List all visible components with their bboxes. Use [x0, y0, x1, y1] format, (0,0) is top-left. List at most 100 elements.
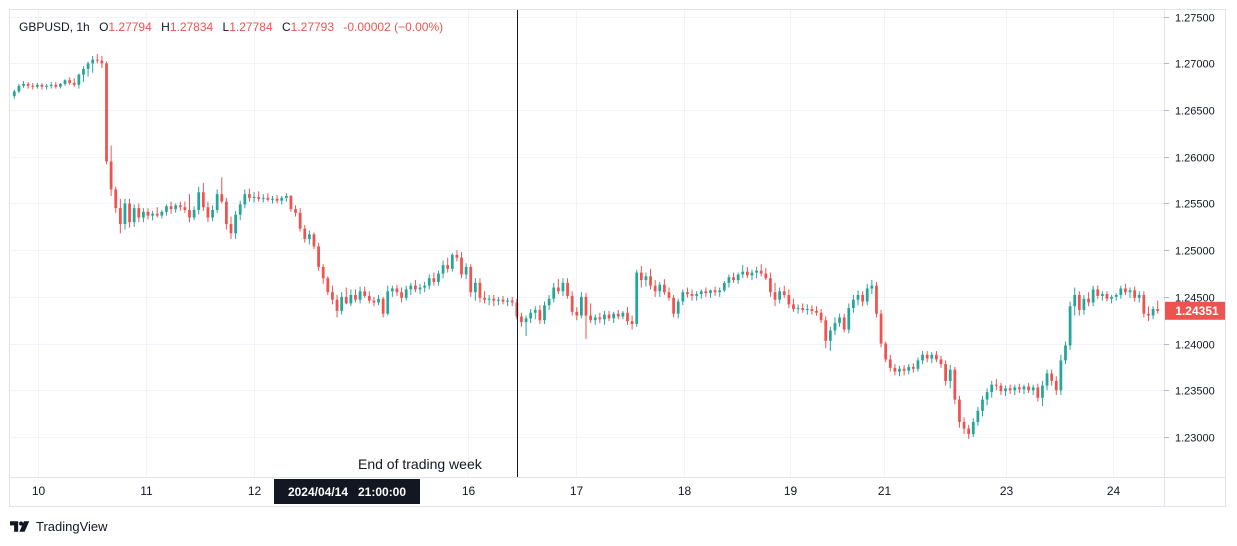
candle[interactable] [68, 77, 72, 85]
candle[interactable] [155, 207, 159, 218]
candle[interactable] [1091, 285, 1095, 307]
candle[interactable] [893, 364, 897, 376]
candle[interactable] [446, 257, 450, 273]
candle[interactable] [907, 364, 911, 375]
candle[interactable] [985, 388, 989, 406]
candle[interactable] [340, 292, 344, 315]
candle[interactable] [437, 270, 440, 286]
candle[interactable] [91, 55, 95, 73]
candle[interactable] [349, 289, 353, 307]
candle[interactable] [930, 351, 934, 364]
candle[interactable] [713, 286, 717, 296]
candle[interactable] [630, 315, 634, 330]
candle[interactable] [852, 295, 855, 313]
tradingview-brand[interactable]: TradingView [10, 519, 108, 534]
candle[interactable] [796, 304, 800, 314]
candle[interactable] [1045, 369, 1049, 391]
candle[interactable] [888, 354, 892, 372]
candle[interactable] [1087, 292, 1090, 307]
time-axis[interactable]: 10 11 12 16 17 18 19 21 23 24 [32, 484, 1121, 498]
candle[interactable] [77, 73, 81, 89]
candle[interactable] [847, 303, 851, 334]
candle[interactable] [307, 230, 311, 245]
candle[interactable] [473, 278, 477, 301]
candle[interactable] [201, 182, 205, 211]
candle[interactable] [819, 309, 823, 324]
candle[interactable] [953, 366, 957, 405]
candle[interactable] [35, 82, 39, 89]
candle[interactable] [838, 313, 841, 327]
candle[interactable] [1073, 287, 1077, 316]
candle[interactable] [1054, 376, 1058, 395]
candle[interactable] [298, 208, 302, 232]
candle[interactable] [1013, 384, 1017, 395]
candle[interactable] [22, 81, 25, 88]
candle[interactable] [174, 203, 178, 213]
candle[interactable] [1096, 285, 1100, 299]
candle[interactable] [764, 267, 768, 281]
candle[interactable] [727, 274, 731, 288]
candle[interactable] [289, 195, 293, 212]
candle[interactable] [699, 289, 703, 299]
candle[interactable] [118, 198, 122, 234]
candle[interactable] [1114, 293, 1118, 301]
candle[interactable] [884, 341, 888, 363]
symbol[interactable]: GBPUSD [19, 20, 70, 34]
candle[interactable] [414, 280, 417, 293]
candle[interactable] [31, 82, 35, 90]
candle[interactable] [994, 379, 998, 391]
candle[interactable] [769, 272, 772, 297]
candle[interactable] [464, 263, 468, 280]
candle[interactable] [1105, 291, 1109, 302]
candle[interactable] [45, 83, 48, 90]
candle[interactable] [128, 198, 131, 228]
candle[interactable] [824, 316, 828, 349]
candle[interactable] [1119, 285, 1123, 299]
candle[interactable] [492, 295, 496, 307]
candle[interactable] [612, 311, 616, 324]
candle[interactable] [137, 203, 141, 223]
candle[interactable] [386, 285, 390, 316]
candle[interactable] [570, 291, 574, 316]
candle[interactable] [331, 285, 334, 305]
candle[interactable] [755, 266, 758, 279]
candle[interactable] [815, 306, 818, 316]
candle[interactable] [635, 269, 639, 327]
candle[interactable] [958, 395, 961, 428]
candle[interactable] [506, 297, 510, 307]
candle[interactable] [409, 282, 413, 296]
candle[interactable] [603, 310, 606, 325]
candle[interactable] [662, 279, 666, 296]
candle[interactable] [469, 264, 473, 297]
candle[interactable] [1050, 369, 1054, 386]
candle[interactable] [72, 78, 76, 87]
candle[interactable] [1059, 354, 1063, 395]
candle[interactable] [40, 82, 44, 90]
candle[interactable] [404, 285, 408, 301]
candle[interactable] [49, 82, 53, 89]
candle[interactable] [423, 281, 427, 293]
candle[interactable] [132, 204, 136, 227]
candle[interactable] [971, 418, 975, 437]
candle[interactable] [1077, 291, 1081, 316]
candle[interactable] [123, 198, 127, 230]
candle[interactable] [718, 287, 722, 297]
candle[interactable] [999, 382, 1003, 395]
candle[interactable] [639, 266, 643, 288]
candle[interactable] [543, 301, 546, 324]
candle[interactable] [566, 278, 569, 299]
candle[interactable] [188, 194, 191, 223]
candle[interactable] [524, 315, 528, 337]
candle[interactable] [782, 285, 786, 298]
candle[interactable] [939, 355, 943, 368]
candle[interactable] [377, 295, 380, 306]
candle[interactable] [321, 264, 325, 284]
candle[interactable] [879, 309, 883, 348]
candle[interactable] [1142, 291, 1146, 318]
candle[interactable] [649, 268, 652, 290]
candle[interactable] [658, 281, 662, 297]
candle[interactable] [487, 295, 491, 306]
candle[interactable] [372, 296, 376, 307]
candle[interactable] [418, 283, 422, 295]
candle[interactable] [925, 351, 929, 363]
